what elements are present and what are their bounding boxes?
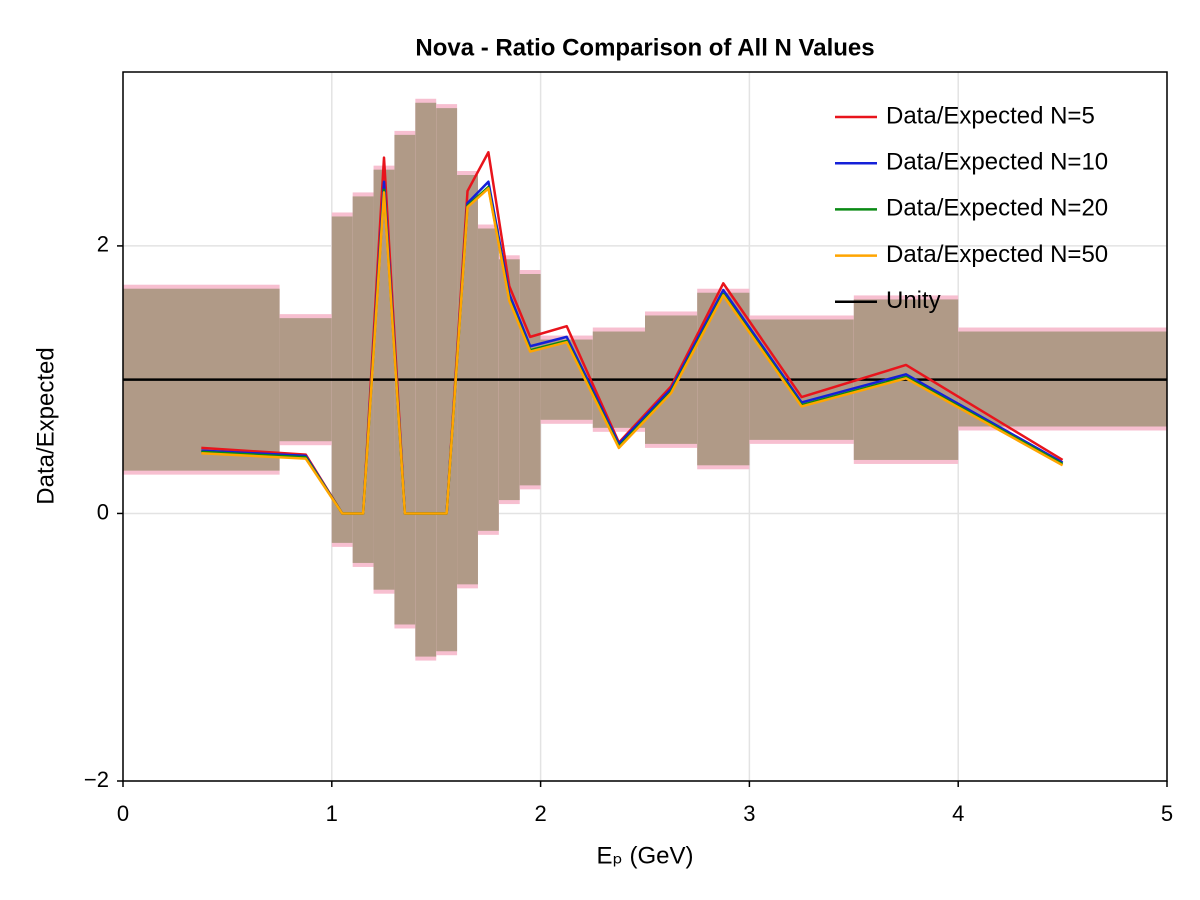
x-tick-label: 0 <box>117 801 129 826</box>
x-tick-label: 5 <box>1161 801 1173 826</box>
x-axis-label: Eₚ (GeV) <box>597 842 694 869</box>
legend-label: Unity <box>886 287 941 314</box>
y-tick-label: 0 <box>97 499 109 524</box>
plot-area <box>123 98 1167 661</box>
plot-frame <box>122 71 1168 782</box>
y-axis-label: Data/Expected <box>32 347 59 504</box>
chart-title: Nova - Ratio Comparison of All N Values <box>415 34 874 61</box>
legend-label: Data/Expected N=10 <box>886 149 1108 176</box>
y-tick-label: −2 <box>84 767 109 792</box>
series-line <box>201 187 1064 515</box>
y-tick-label: 2 <box>97 232 109 257</box>
legend-label: Data/Expected N=20 <box>886 195 1108 222</box>
legend-label: Data/Expected N=50 <box>886 241 1108 268</box>
legend-label: Data/Expected N=5 <box>886 102 1095 129</box>
x-tick-label: 1 <box>326 801 338 826</box>
x-tick-label: 2 <box>534 801 546 826</box>
x-tick-label: 4 <box>952 801 964 826</box>
x-tick-label: 3 <box>743 801 755 826</box>
